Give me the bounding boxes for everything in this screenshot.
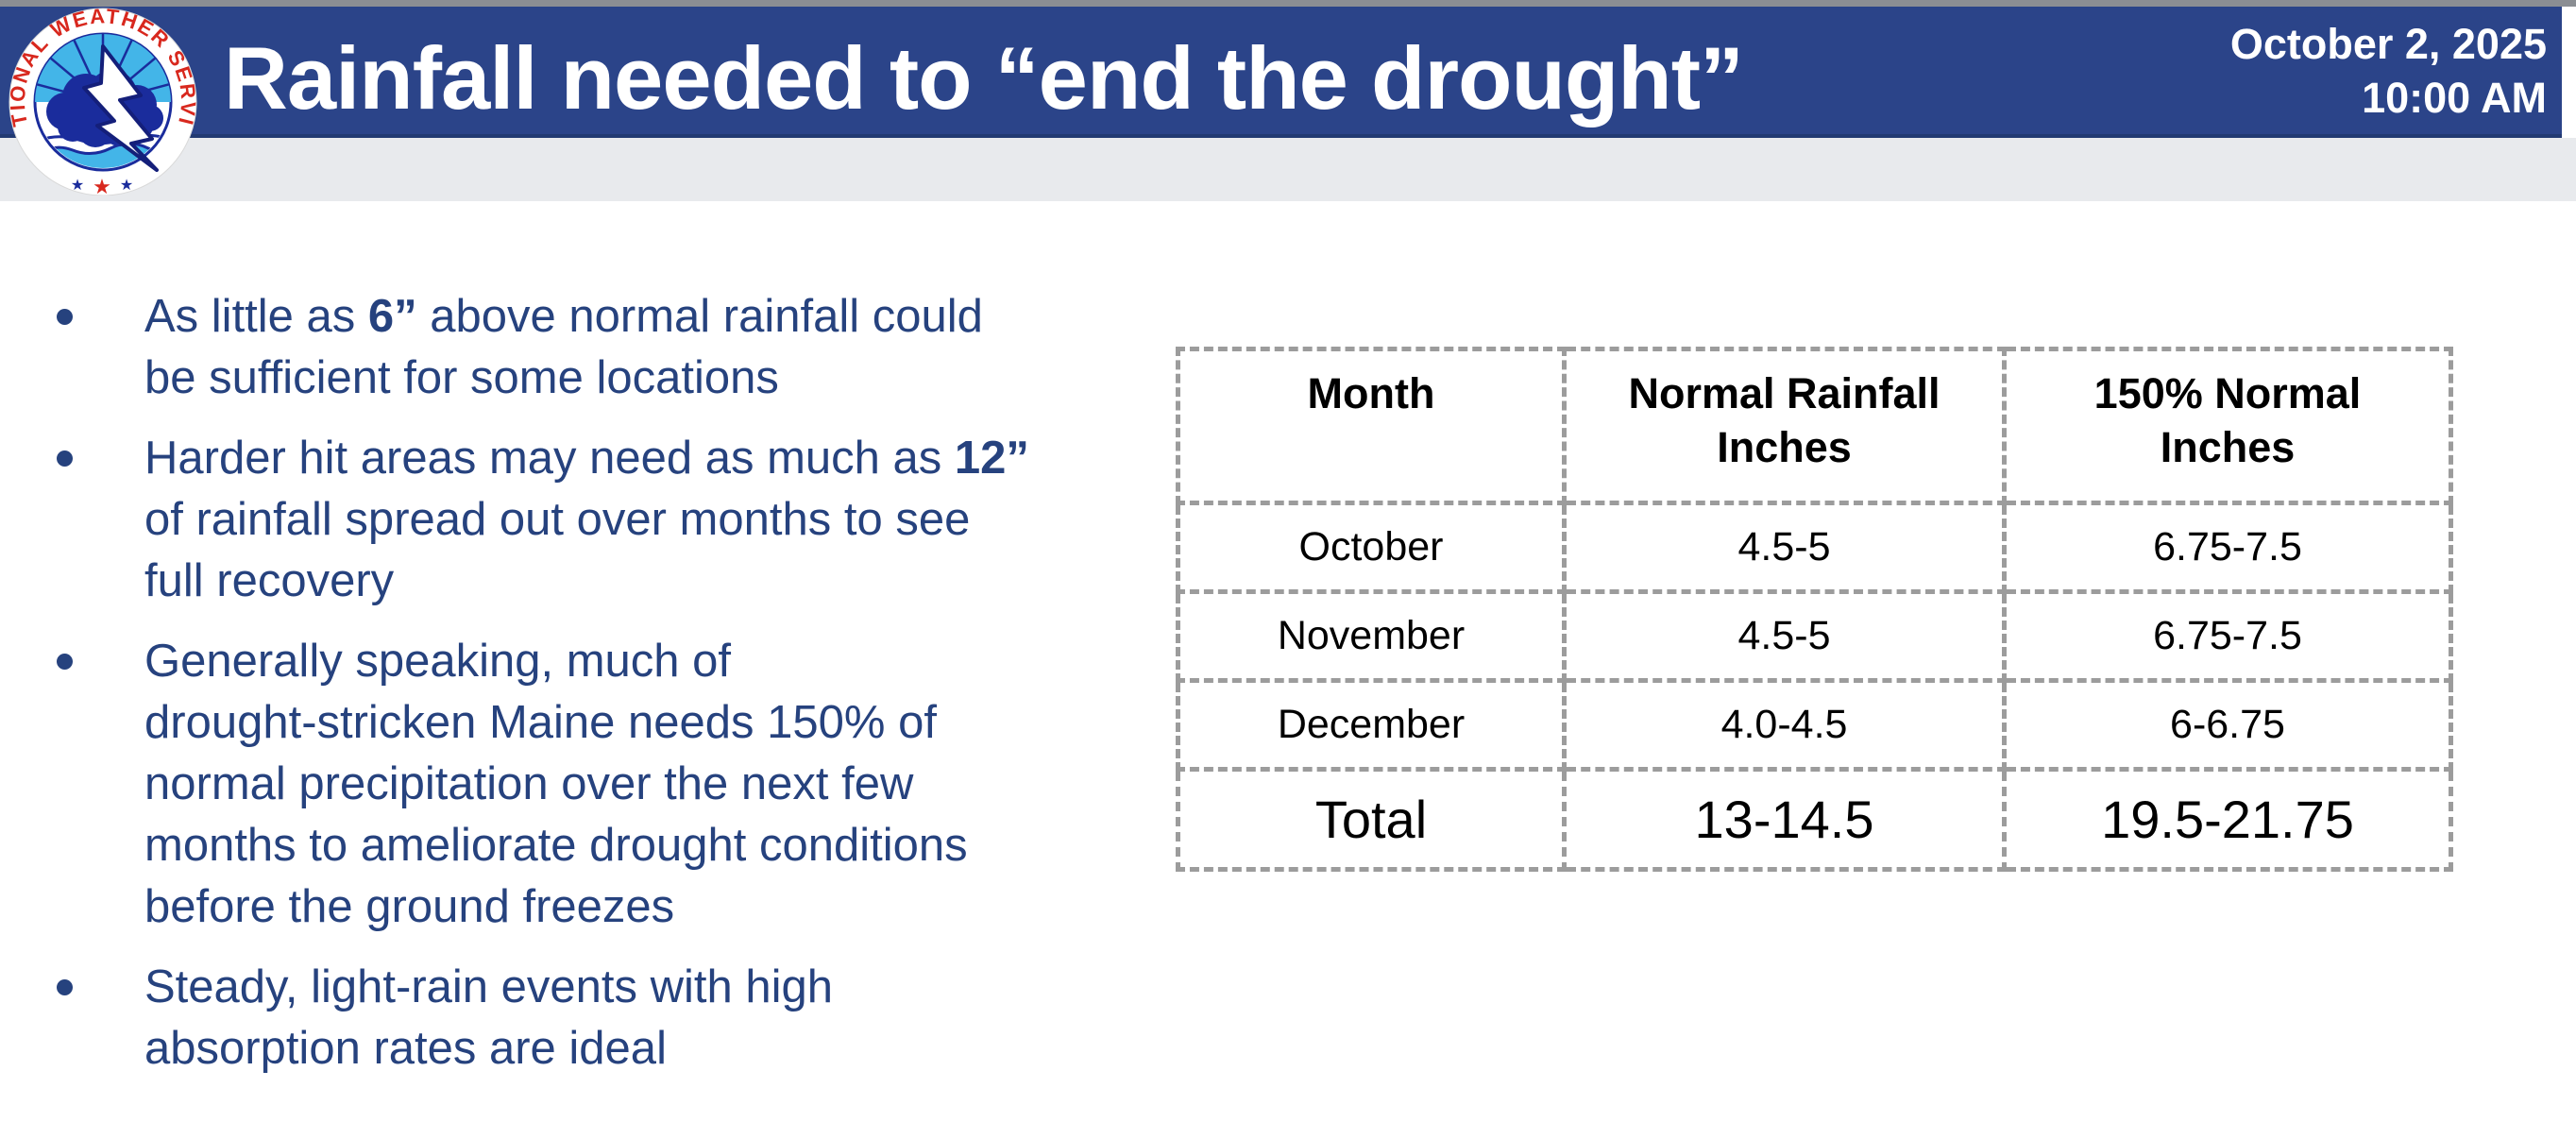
table-total-cell: 19.5-21.75 — [2002, 767, 2453, 872]
bullet-text-bold: 6” — [367, 291, 417, 342]
table-row: December 4.0-4.5 6-6.75 — [1176, 678, 2453, 772]
bullet-item: Steady, light-rain events with high abso… — [57, 957, 1303, 1080]
table-cell: 4.0-4.5 — [1562, 678, 2007, 772]
table-header-cell: Month — [1176, 347, 1567, 505]
date-block: October 2, 2025 10:00 AM — [2230, 17, 2547, 125]
bullet-text-segment: Harder hit areas may need as much as — [144, 433, 955, 484]
logo-lightning-bolt — [82, 44, 159, 172]
table-cell: October — [1176, 501, 1567, 594]
bullet-text: As little as 6” above normal rainfall co… — [144, 286, 983, 409]
logo-star-right-icon: ★ — [120, 178, 133, 194]
table-cell: 6.75-7.5 — [2002, 589, 2453, 683]
table-header-cell: Normal Rainfall Inches — [1562, 347, 2007, 505]
logo-star-center-icon: ★ — [93, 175, 111, 196]
header-bar: Rainfall needed to “end the drought” Oct… — [0, 7, 2562, 138]
table-body: October 4.5-5 6.75-7.5 November 4.5-5 6.75-7.… — [1176, 501, 2453, 872]
header-sub-band — [0, 138, 2576, 201]
bullet-text: Steady, light-rain events with high abso… — [144, 957, 833, 1080]
table-total-cell: 13-14.5 — [1562, 767, 2007, 872]
bullet-list: As little as 6” above normal rainfall co… — [57, 286, 1303, 1098]
table-header-cell: 150% Normal Inches — [2002, 347, 2453, 505]
bullet-text: Harder hit areas may need as much as 12”… — [144, 428, 1029, 612]
table-row: November 4.5-5 6.75-7.5 — [1176, 589, 2453, 683]
table-cell: December — [1176, 678, 1567, 772]
bullet-text-segment: As little as — [144, 291, 368, 342]
table-cell: 6-6.75 — [2002, 678, 2453, 772]
bullet-item: As little as 6” above normal rainfall co… — [57, 286, 1303, 409]
logo-star-left-icon: ★ — [71, 178, 84, 194]
nws-logo-icon: NATIONAL WEATHER SERVICE ★ ★ ★ — [8, 5, 198, 196]
date-line: October 2, 2025 — [2229, 19, 2547, 68]
bullet-item: Generally speaking, much of drought-stri… — [57, 631, 1303, 938]
table-row: October 4.5-5 6.75-7.5 — [1176, 501, 2453, 594]
table-cell: 4.5-5 — [1562, 589, 2007, 683]
rainfall-table: Month Normal Rainfall Inches 150% Normal I… — [1176, 347, 2453, 872]
bullet-dot-icon — [57, 979, 73, 995]
table-header-row: Month Normal Rainfall Inches 150% Normal I… — [1176, 347, 2453, 505]
table-cell: 6.75-7.5 — [2002, 501, 2453, 594]
table-cell: 4.5-5 — [1562, 501, 2007, 594]
bullet-item: Harder hit areas may need as much as 12”… — [57, 428, 1303, 612]
bullet-dot-icon — [57, 450, 73, 467]
bullet-text-bold: 12” — [954, 433, 1029, 484]
bullet-text-segment: Generally speaking, much of drought-stri… — [144, 636, 968, 932]
table-total-cell: Total — [1176, 767, 1567, 872]
top-edge-strip — [0, 0, 2576, 7]
bullet-dot-icon — [57, 309, 73, 325]
bullet-text-segment: above normal rainfall could be sufficien… — [144, 291, 983, 403]
bullet-text-segment: of rainfall spread out over months to se… — [144, 494, 971, 606]
time-line: 10:00 AM — [2362, 73, 2547, 122]
bullet-dot-icon — [57, 654, 73, 670]
table-cell: November — [1176, 589, 1567, 683]
bullet-text: Generally speaking, much of drought-stri… — [144, 631, 968, 938]
bullet-text-segment: Steady, light-rain events with high abso… — [144, 961, 834, 1074]
table-total-row: Total 13-14.5 19.5-21.75 — [1176, 767, 2453, 872]
page-title: Rainfall needed to “end the drought” — [224, 28, 1744, 128]
